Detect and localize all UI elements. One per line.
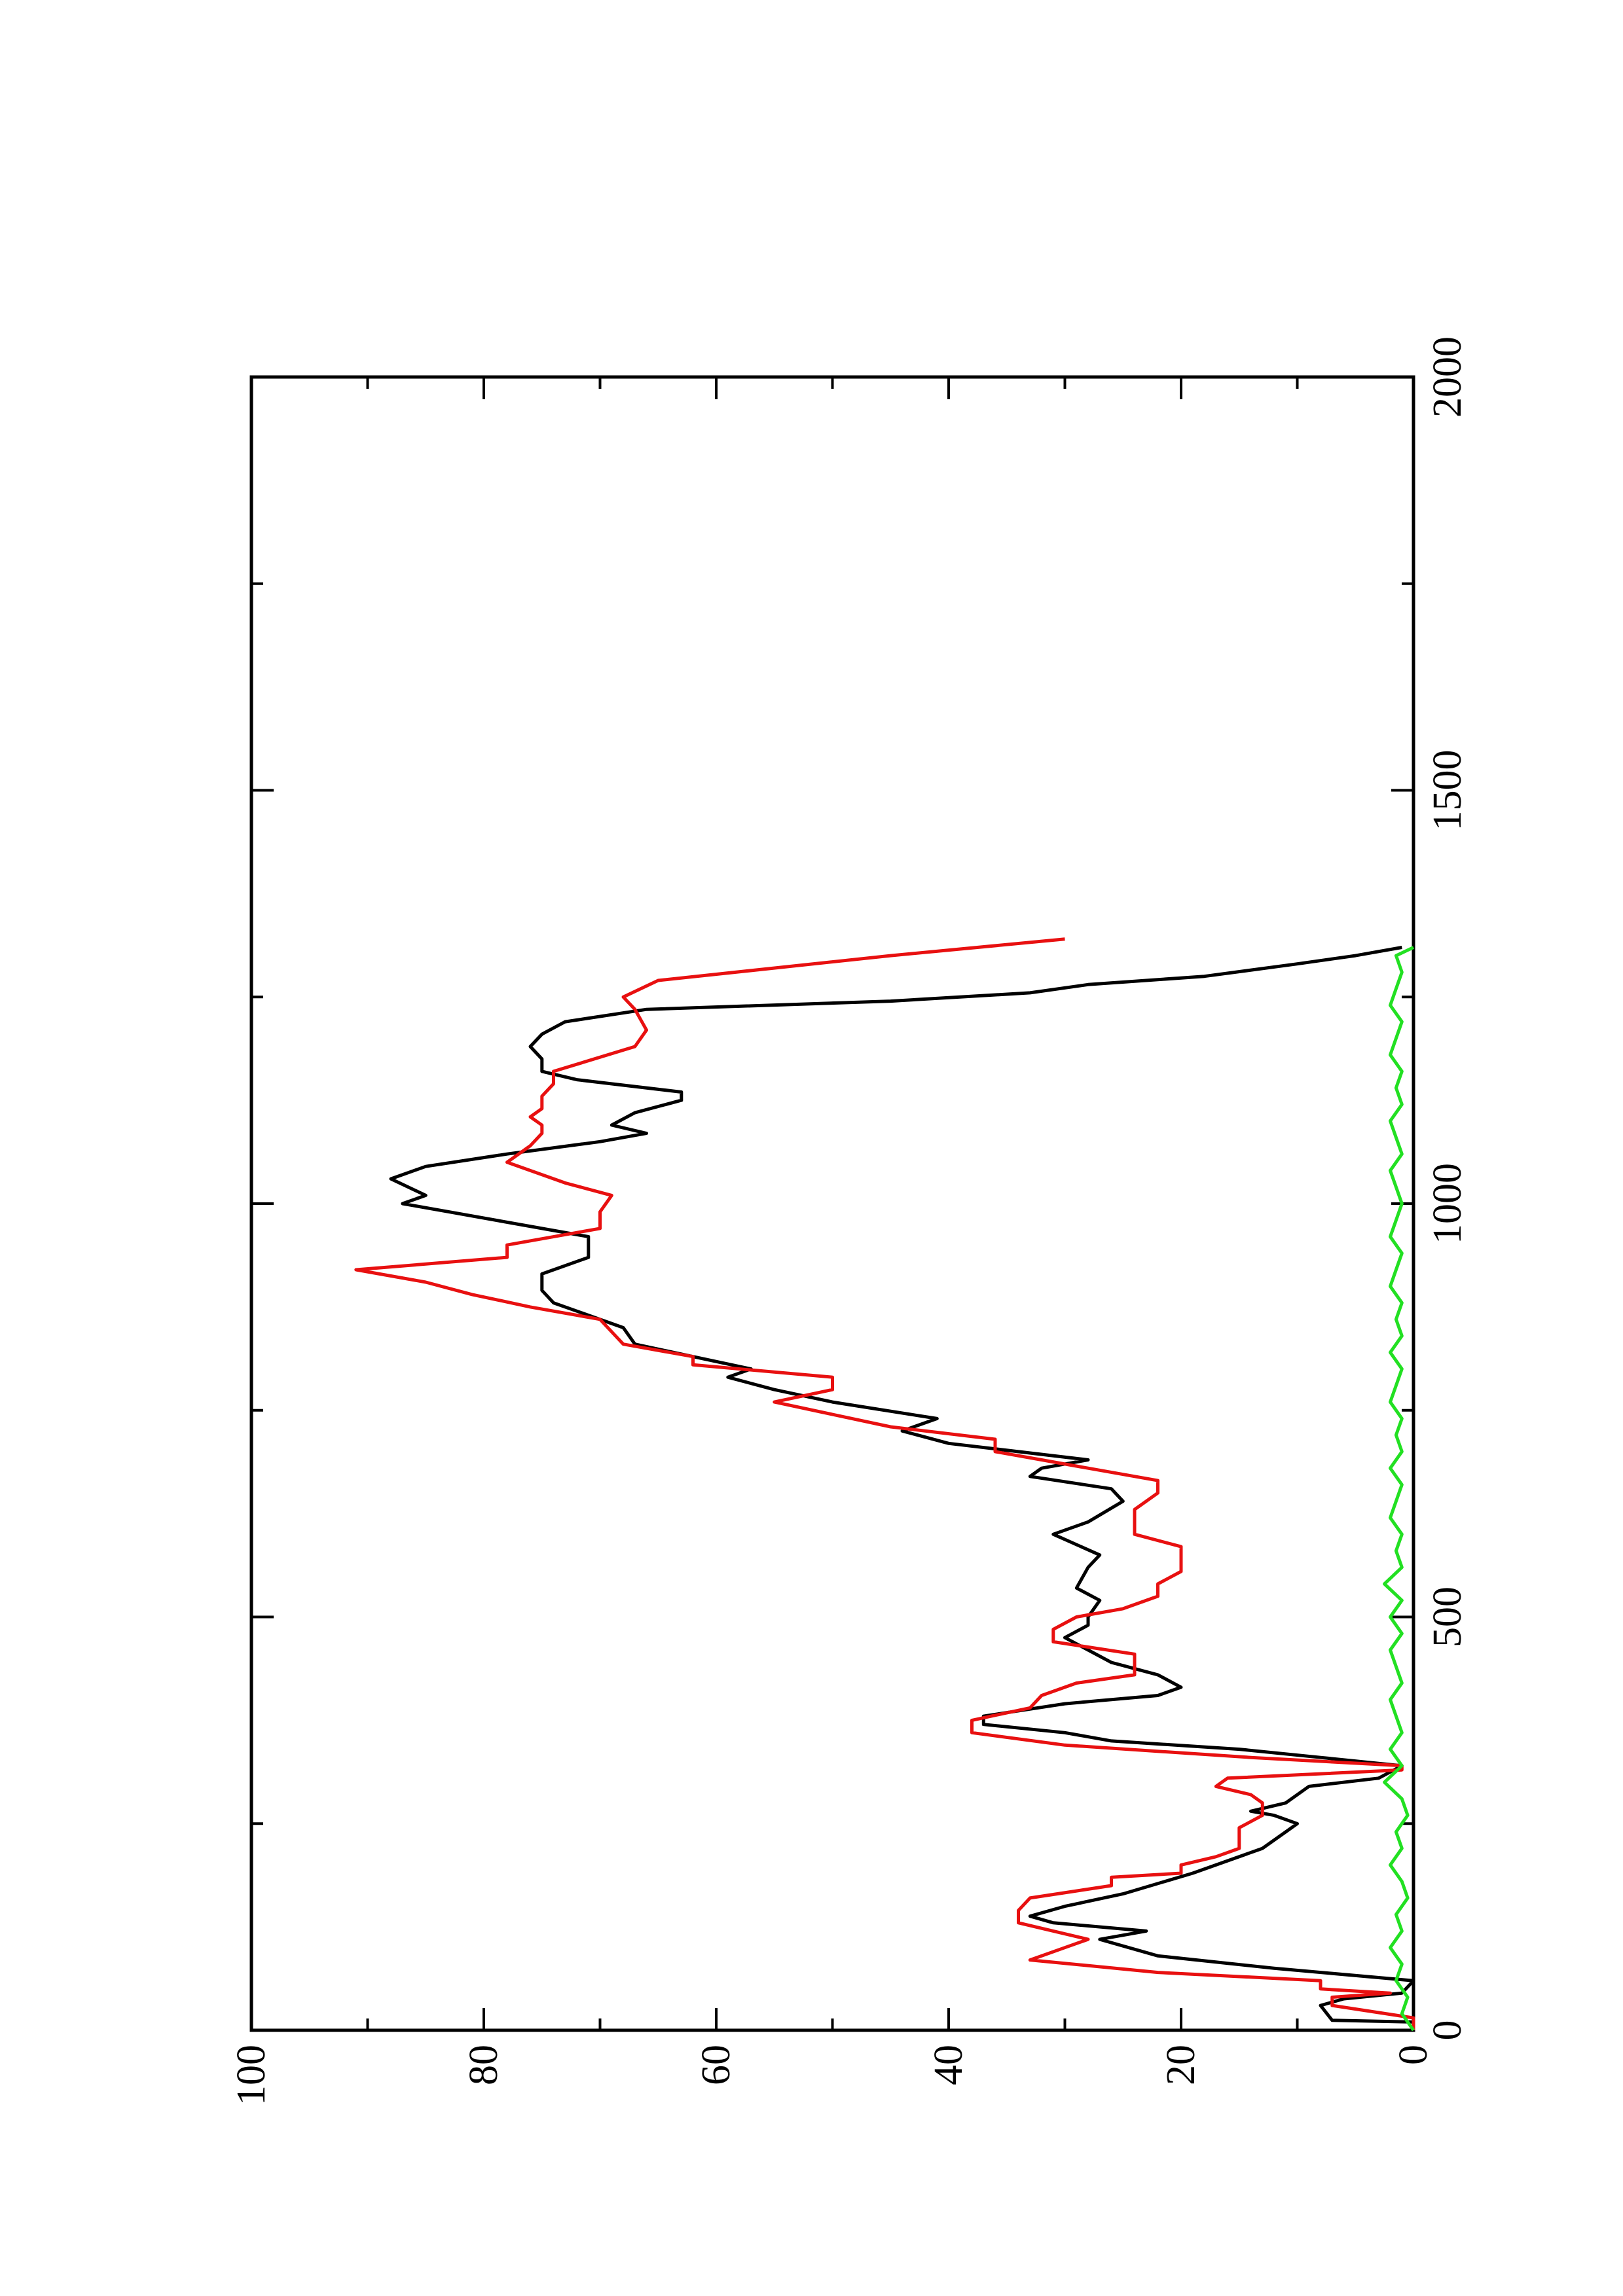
y-tick-label: 80 bbox=[462, 2045, 506, 2085]
y-tick-label: 20 bbox=[1159, 2045, 1203, 2085]
series-line-3 bbox=[1383, 946, 1415, 2032]
x-tick-label: 0 bbox=[1425, 2020, 1470, 2041]
y-tick-label: 40 bbox=[926, 2045, 971, 2085]
axis-ticks bbox=[250, 376, 1415, 2032]
y-tick-label: 60 bbox=[694, 2045, 739, 2085]
x-tick-label: 1000 bbox=[1425, 1163, 1470, 1244]
y-tick-label: 0 bbox=[1391, 2045, 1436, 2065]
x-tick-label: 1500 bbox=[1425, 750, 1470, 831]
x-tick-label: 500 bbox=[1425, 1587, 1470, 1647]
plot-frame bbox=[249, 375, 1415, 2032]
y-tick-label: 100 bbox=[229, 2045, 274, 2106]
series-layer bbox=[354, 937, 1415, 2032]
x-tick-label: 2000 bbox=[1425, 336, 1470, 418]
axis-tick-labels: 0 500 1000 1500 2000 0 20 40 60 80 100 bbox=[229, 336, 1470, 2106]
series-line-1 bbox=[389, 946, 1415, 2030]
series-line-2 bbox=[354, 937, 1415, 2030]
